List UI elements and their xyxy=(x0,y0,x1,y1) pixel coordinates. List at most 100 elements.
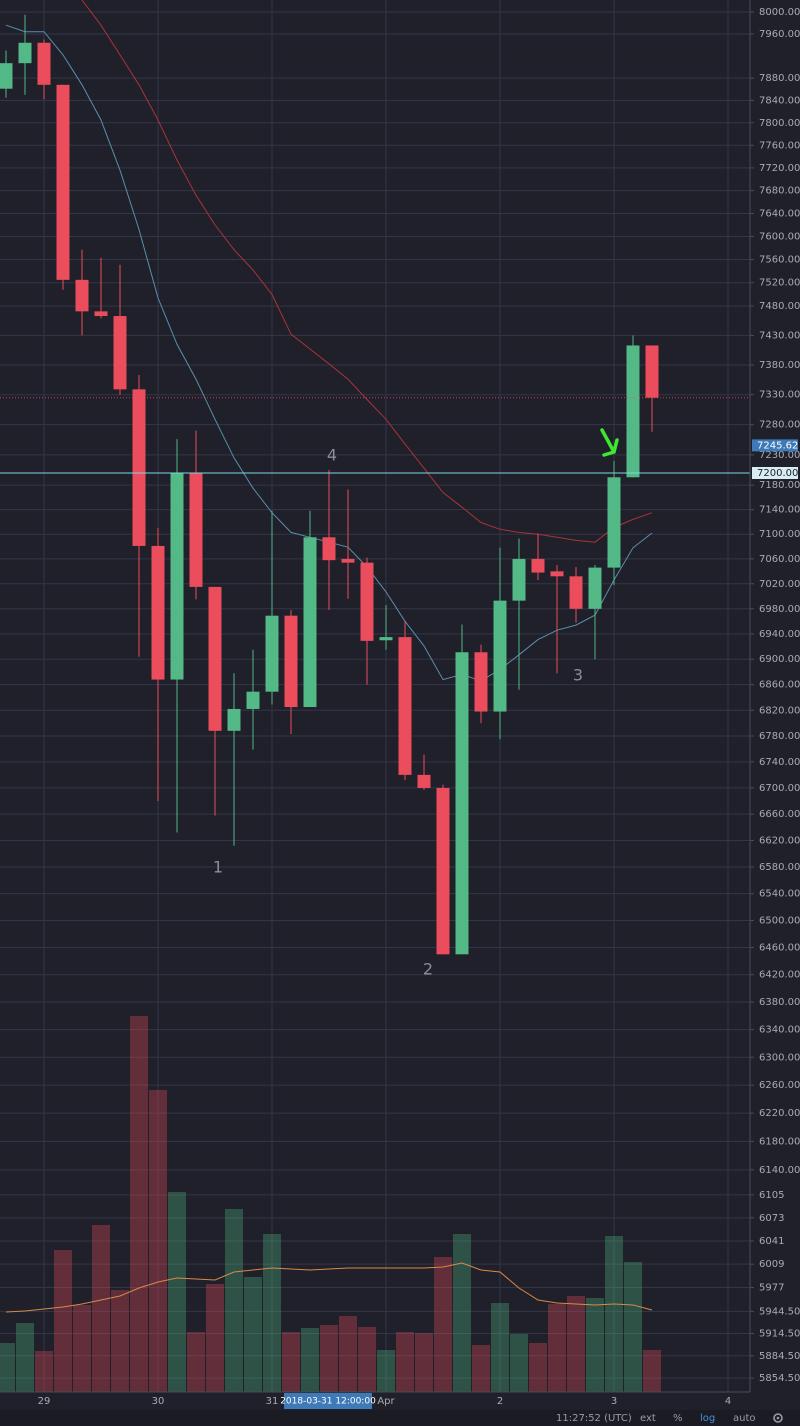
volume-bar xyxy=(415,1333,433,1392)
time-axis: 29 30 31 Apr 2 3 4 2018-03-31 12:00:00 xyxy=(0,1391,800,1410)
crosshair-price-label: 7245.62 xyxy=(757,440,798,451)
candle-body xyxy=(151,545,165,680)
y-tick-label: 5914.50 xyxy=(759,1329,800,1340)
moving-average-line xyxy=(81,0,653,543)
candle-body xyxy=(18,42,32,64)
x-tick-label: 29 xyxy=(38,1396,51,1407)
volume-bar xyxy=(187,1332,205,1392)
y-tick-label: 6780.00 xyxy=(759,731,800,742)
y-tick-label: 6220.00 xyxy=(759,1108,800,1119)
horizontal-line-label-box xyxy=(752,467,798,480)
y-tick-label: 6580.00 xyxy=(759,862,800,873)
volume-bar xyxy=(586,1298,604,1392)
volume-bar xyxy=(130,1016,148,1392)
volume-bar xyxy=(605,1236,623,1392)
y-tick-label: 6180.00 xyxy=(759,1136,800,1147)
volume-bar xyxy=(339,1316,357,1392)
candle-body xyxy=(284,615,298,708)
y-tick-label: 7760.00 xyxy=(759,140,800,151)
settings-button[interactable] xyxy=(773,1413,783,1423)
price-axis: 8000.00 7960.00 7880.00 7840.00 7800.00 7760.… xyxy=(749,0,800,1392)
x-tick-label: 4 xyxy=(725,1396,731,1407)
volume-bar xyxy=(263,1234,281,1392)
crosshair-price-box xyxy=(752,439,798,452)
ext-button[interactable]: ext xyxy=(640,1413,656,1424)
candle-body xyxy=(303,537,317,708)
candle-body xyxy=(550,571,564,577)
x-tick-label: 30 xyxy=(152,1396,165,1407)
candles xyxy=(0,14,659,955)
volume-bar xyxy=(396,1332,414,1392)
auto-button[interactable]: auto xyxy=(733,1413,756,1424)
candle-body xyxy=(645,345,659,398)
candle-body xyxy=(360,562,374,641)
y-tick-label: 7430.00 xyxy=(759,330,800,341)
volume-ma-line xyxy=(5,1262,653,1313)
wave-label: 3 xyxy=(573,666,583,685)
log-button[interactable]: log xyxy=(700,1413,715,1424)
y-tick-label: 6420.00 xyxy=(759,970,800,981)
volume-bar xyxy=(643,1350,661,1392)
candle-body xyxy=(569,576,583,609)
y-tick-label: 7230.00 xyxy=(759,450,800,461)
candle-body xyxy=(56,84,70,280)
candle-body xyxy=(113,316,127,390)
volume-bar xyxy=(73,1305,91,1392)
y-tick-label: 7140.00 xyxy=(759,505,800,516)
y-tick-label: 6620.00 xyxy=(759,835,800,846)
candle-body xyxy=(531,558,545,573)
volume-bar xyxy=(92,1225,110,1392)
y-tick-label: 7380.00 xyxy=(759,360,800,371)
candle-body xyxy=(75,279,89,312)
candle-body xyxy=(0,63,13,89)
price-axis-background xyxy=(750,0,800,1392)
candle-body xyxy=(265,615,279,692)
y-tick-label: 8000.00 xyxy=(759,7,800,18)
y-tick-label: 7060.00 xyxy=(759,554,800,565)
candle-body xyxy=(626,345,640,478)
y-tick-label: 7800.00 xyxy=(759,118,800,129)
x-tick-label: 3 xyxy=(611,1396,617,1407)
y-tick-label: 6041 xyxy=(759,1236,784,1247)
y-tick-label: 7330.00 xyxy=(759,390,800,401)
candle-body xyxy=(398,637,412,775)
y-tick-label: 7480.00 xyxy=(759,301,800,312)
y-tick-label: 6300.00 xyxy=(759,1052,800,1063)
y-tick-label: 6980.00 xyxy=(759,604,800,615)
y-tick-label: 6740.00 xyxy=(759,757,800,768)
candle-body xyxy=(379,637,393,641)
y-tick-label: 6380.00 xyxy=(759,997,800,1008)
y-tick-label: 6820.00 xyxy=(759,705,800,716)
y-tick-label: 6009 xyxy=(759,1259,784,1270)
wave-label: 4 xyxy=(327,446,337,465)
y-tick-label: 6540.00 xyxy=(759,889,800,900)
y-tick-label: 7840.00 xyxy=(759,95,800,106)
volume-bar xyxy=(168,1192,186,1392)
crosshair-time-box xyxy=(284,1393,372,1409)
candle-body xyxy=(189,473,203,587)
y-tick-label: 7960.00 xyxy=(759,29,800,40)
volume-bar xyxy=(567,1296,585,1392)
volume-pane xyxy=(0,1016,661,1392)
y-tick-label: 6500.00 xyxy=(759,916,800,927)
y-tick-label: 7520.00 xyxy=(759,278,800,289)
y-tick-label: 6860.00 xyxy=(759,680,800,691)
y-tick-label: 7100.00 xyxy=(759,529,800,540)
y-tick-label: 7560.00 xyxy=(759,255,800,266)
candle-body xyxy=(227,708,241,731)
y-tick-label: 6700.00 xyxy=(759,783,800,794)
volume-bar xyxy=(282,1332,300,1392)
candle-body xyxy=(94,311,108,317)
volume-bar xyxy=(548,1304,566,1392)
candle-body xyxy=(208,586,222,731)
volume-bar xyxy=(0,1343,15,1392)
candle-body xyxy=(246,691,260,709)
percent-button[interactable]: % xyxy=(673,1413,683,1424)
candle-body xyxy=(37,42,51,85)
y-tick-label: 6900.00 xyxy=(759,654,800,665)
y-tick-label: 5884.50 xyxy=(759,1351,800,1362)
grid xyxy=(0,0,750,1392)
x-tick-label: Apr xyxy=(377,1396,395,1407)
arrow-annotation xyxy=(600,428,619,457)
